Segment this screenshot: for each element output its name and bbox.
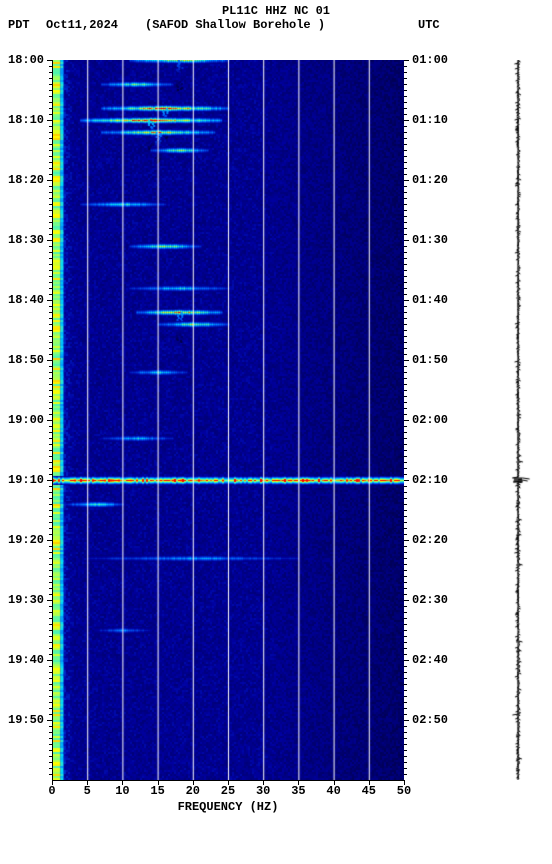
tz-right-label: UTC — [418, 18, 440, 32]
y-right-tick: 01:40 — [412, 293, 448, 307]
y-right-tick: 01:00 — [412, 53, 448, 67]
x-tick: 5 — [84, 784, 91, 798]
x-tick: 0 — [48, 784, 55, 798]
tz-left-label: PDT — [8, 18, 30, 32]
y-left-tick: 18:20 — [8, 173, 44, 187]
date-label: Oct11,2024 — [46, 18, 118, 32]
spectrogram-plot — [52, 60, 404, 780]
y-left-tick: 18:10 — [8, 113, 44, 127]
y-left-tick: 18:30 — [8, 233, 44, 247]
y-left-tick: 19:50 — [8, 713, 44, 727]
y-axis-line — [52, 60, 53, 780]
chart-title: PL11C HHZ NC 01 — [0, 4, 552, 18]
x-tick: 35 — [291, 784, 305, 798]
y-right-tick: 02:10 — [412, 473, 448, 487]
side-waveform — [498, 60, 538, 780]
y-left-tick: 19:30 — [8, 593, 44, 607]
x-tick: 50 — [397, 784, 411, 798]
x-tick: 20 — [186, 784, 200, 798]
y-right-tick: 01:30 — [412, 233, 448, 247]
spectrogram-canvas — [52, 60, 404, 780]
y-left-tick: 18:00 — [8, 53, 44, 67]
x-tick: 15 — [150, 784, 164, 798]
y-right-tick: 02:30 — [412, 593, 448, 607]
y-left-tick: 19:40 — [8, 653, 44, 667]
y-left-tick: 19:00 — [8, 413, 44, 427]
y-right-tick: 02:20 — [412, 533, 448, 547]
y-right-tick: 02:50 — [412, 713, 448, 727]
y-right-tick: 01:20 — [412, 173, 448, 187]
x-tick: 10 — [115, 784, 129, 798]
y-left-tick: 18:50 — [8, 353, 44, 367]
x-tick: 45 — [362, 784, 376, 798]
y-right-tick: 01:50 — [412, 353, 448, 367]
x-axis-label: FREQUENCY (HZ) — [52, 800, 404, 814]
x-tick: 40 — [326, 784, 340, 798]
y-left-tick: 19:10 — [8, 473, 44, 487]
y-right-tick: 02:00 — [412, 413, 448, 427]
y-right-tick: 01:10 — [412, 113, 448, 127]
y-left-tick: 19:20 — [8, 533, 44, 547]
x-tick: 30 — [256, 784, 270, 798]
x-tick: 25 — [221, 784, 235, 798]
y-left-tick: 18:40 — [8, 293, 44, 307]
y-right-tick: 02:40 — [412, 653, 448, 667]
station-desc: (SAFOD Shallow Borehole ) — [145, 18, 325, 32]
